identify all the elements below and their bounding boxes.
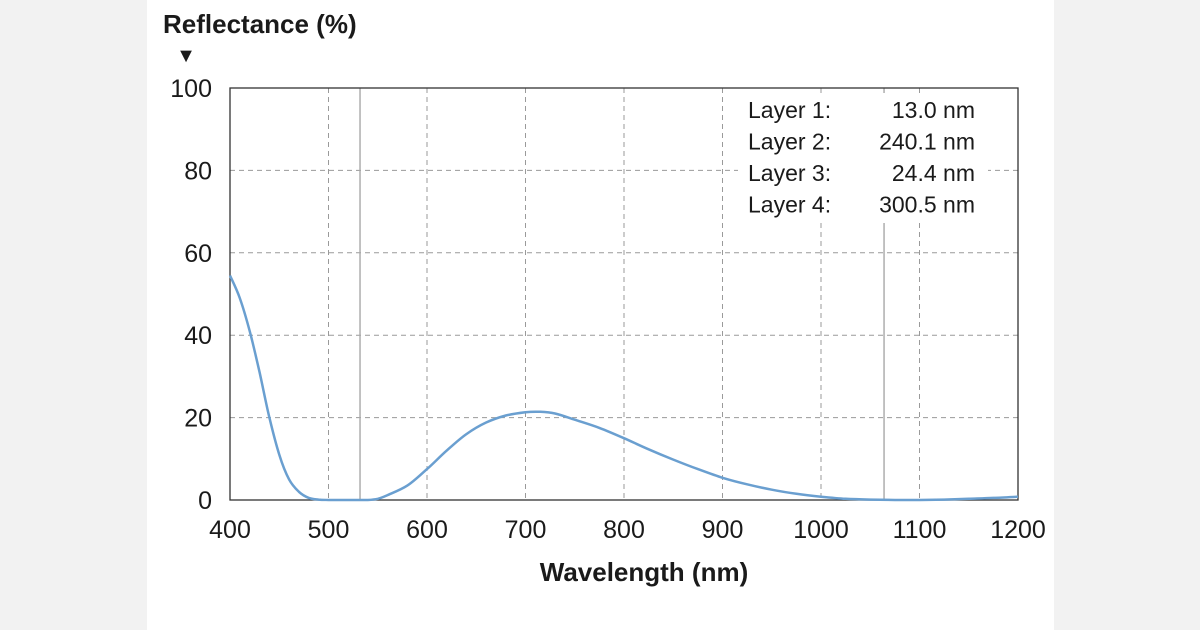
annotation-value: 240.1 nm [879, 129, 975, 155]
annotation-value: 13.0 nm [892, 97, 975, 123]
y-tick-label: 20 [184, 405, 212, 433]
y-axis-title: Reflectance (%) [163, 9, 357, 39]
x-tick-label: 1200 [990, 516, 1046, 544]
annotation-value: 24.4 nm [892, 160, 975, 186]
x-tick-label: 700 [505, 516, 547, 544]
x-tick-label: 1100 [893, 516, 947, 544]
y-tick-label: 40 [184, 322, 212, 350]
x-tick-label: 500 [308, 516, 350, 544]
x-tick-label: 1000 [793, 516, 849, 544]
plot-frame [229, 87, 1019, 501]
x-tick-label: 400 [209, 516, 251, 544]
layer-annotations: Layer 1: 13.0 nm Layer 2: 240.1 nm Layer 3: 2… [748, 97, 975, 218]
annotation-background [738, 93, 988, 223]
annotation-label: Layer 1: [748, 97, 831, 123]
x-tick-labels: 400 500 600 700 800 900 1000 1100 1200 [209, 516, 1046, 544]
x-axis-title: Wavelength (nm) [540, 557, 748, 587]
annotation-label: Layer 3: [748, 160, 831, 186]
y-tick-label: 60 [184, 240, 212, 268]
x-tick-label: 900 [702, 516, 744, 544]
x-tick-label: 800 [603, 516, 645, 544]
x-tick-label: 600 [406, 516, 448, 544]
y-tick-labels: 0 20 40 60 80 100 [170, 75, 212, 515]
y-tick-label: 80 [184, 157, 212, 185]
annotation-label: Layer 4: [748, 192, 831, 218]
grid-lines [230, 88, 1018, 500]
y-axis-marker: ▼ [176, 45, 196, 67]
y-tick-label: 0 [198, 487, 212, 515]
annotation-value: 300.5 nm [879, 192, 975, 218]
y-tick-label: 100 [170, 75, 212, 103]
annotation-label: Layer 2: [748, 129, 831, 155]
reflectance-curve [228, 274, 1019, 502]
